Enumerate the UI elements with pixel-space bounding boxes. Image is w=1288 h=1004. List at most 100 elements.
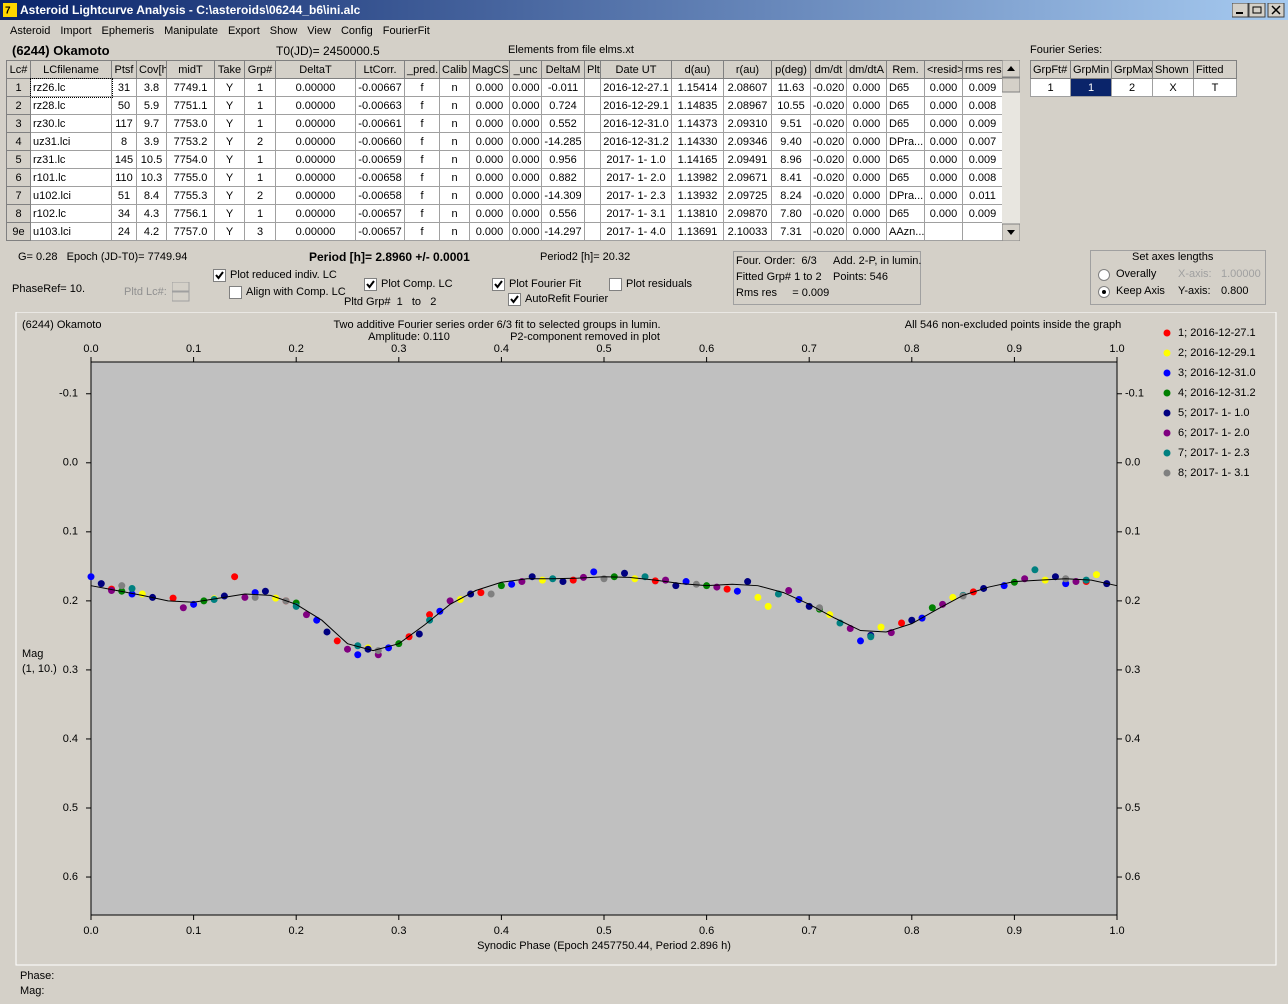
table-cell[interactable]: 8.41 (771, 168, 811, 187)
table-cell[interactable]: 2016-12-31.2 (600, 132, 672, 151)
table-cell[interactable]: 0.882 (541, 168, 585, 187)
table-cell[interactable]: 9e (6, 222, 31, 241)
table-cell[interactable]: 0.000 (846, 150, 887, 169)
table-cell[interactable]: X (1152, 78, 1194, 97)
table-cell[interactable]: 1 (6, 78, 31, 97)
table-cell[interactable]: 0.000 (509, 132, 542, 151)
table-cell[interactable]: Y (214, 114, 245, 133)
menu-item[interactable]: Export (227, 25, 260, 37)
table-cell[interactable]: 2016-12-29.1 (600, 96, 672, 115)
table-cell[interactable]: f (404, 114, 440, 133)
table-cell[interactable]: 0.00000 (275, 78, 356, 97)
table-cell[interactable]: 2.09870 (723, 204, 772, 223)
table-cell[interactable]: 4.3 (136, 204, 167, 223)
menu-item[interactable]: Ephemeris (101, 25, 155, 37)
menu-item[interactable]: Manipulate (164, 25, 218, 37)
table-cell[interactable]: rz30.lc (30, 114, 112, 133)
table-cell[interactable]: 2 (244, 186, 276, 205)
table-cell[interactable]: 7 (6, 186, 31, 205)
table-cell[interactable]: 3 (244, 222, 276, 241)
table-cell[interactable]: 1.14330 (671, 132, 724, 151)
table-cell[interactable]: 9.7 (136, 114, 167, 133)
table-cell[interactable]: 0.724 (541, 96, 585, 115)
table-cell[interactable]: f (404, 78, 440, 97)
table-cell[interactable]: 51 (111, 186, 137, 205)
table-cell[interactable]: n (439, 114, 470, 133)
table-cell[interactable]: 34 (111, 204, 137, 223)
table-cell[interactable]: -0.020 (810, 78, 847, 97)
table-cell[interactable]: Y (214, 132, 245, 151)
table-cell[interactable]: 2016-12-27.1 (600, 78, 672, 97)
table-cell[interactable]: 3 (6, 114, 31, 133)
table-cell[interactable]: 117 (111, 114, 137, 133)
table-cell[interactable]: Y (214, 78, 245, 97)
table-cell[interactable]: 0.011 (962, 186, 1003, 205)
table-cell[interactable]: r101.lc (30, 168, 112, 187)
table-cell[interactable]: f (404, 204, 440, 223)
table-cell[interactable]: 1 (244, 114, 276, 133)
table-cell[interactable]: 31 (111, 78, 137, 97)
table-cell[interactable]: -0.00658 (355, 186, 405, 205)
table-cell[interactable]: -0.00661 (355, 114, 405, 133)
table-cell[interactable]: 4.2 (136, 222, 167, 241)
table-cell[interactable]: -14.297 (541, 222, 585, 241)
table-cell[interactable]: 0.000 (846, 168, 887, 187)
table-cell[interactable]: -14.309 (541, 186, 585, 205)
radio-button[interactable] (1098, 269, 1110, 281)
table-cell[interactable]: 7753.2 (166, 132, 215, 151)
table-cell[interactable] (584, 186, 601, 205)
table-cell[interactable]: f (404, 186, 440, 205)
table-cell[interactable]: f (404, 96, 440, 115)
table-cell[interactable]: 0.000 (509, 96, 542, 115)
table-cell[interactable]: 2 (244, 132, 276, 151)
table-cell[interactable]: Y (214, 96, 245, 115)
table-cell[interactable]: 1 (244, 204, 276, 223)
table-cell[interactable]: -0.020 (810, 114, 847, 133)
table-cell[interactable] (584, 78, 601, 97)
table-cell[interactable]: 2.10033 (723, 222, 772, 241)
table-cell[interactable]: 2.09671 (723, 168, 772, 187)
table-cell[interactable]: 0.000 (469, 204, 510, 223)
table-cell[interactable]: 0.000 (846, 132, 887, 151)
radio-button[interactable] (1098, 286, 1110, 298)
checkbox[interactable] (213, 269, 226, 282)
table-cell[interactable]: -0.00657 (355, 222, 405, 241)
table-cell[interactable]: 24 (111, 222, 137, 241)
table-cell[interactable]: rz26.lc (29, 77, 113, 98)
table-cell[interactable]: -0.00657 (355, 204, 405, 223)
table-cell[interactable]: Y (214, 150, 245, 169)
table-cell[interactable] (584, 168, 601, 187)
table-cell[interactable]: Y (214, 168, 245, 187)
table-cell[interactable]: 0.000 (509, 114, 542, 133)
table-cell[interactable]: D65 (886, 204, 925, 223)
table-cell[interactable]: 0.009 (962, 78, 1003, 97)
lightcurve-table[interactable]: Lc#LCfilenamePtsfCov[h]midTTakeGrp#Delta… (6, 60, 1003, 241)
table-cell[interactable]: f (404, 150, 440, 169)
table-cell[interactable]: -14.285 (541, 132, 585, 151)
table-cell[interactable]: 7.80 (771, 204, 811, 223)
table-cell[interactable]: 8.24 (771, 186, 811, 205)
table-cell[interactable]: 2.09491 (723, 150, 772, 169)
table-cell[interactable]: 0.000 (924, 204, 963, 223)
table-cell[interactable]: 1 (244, 168, 276, 187)
table-cell[interactable]: u102.lci (30, 186, 112, 205)
table-cell[interactable]: 7.31 (771, 222, 811, 241)
table-cell[interactable]: 1.13932 (671, 186, 724, 205)
table-cell[interactable]: 6 (6, 168, 31, 187)
table-cell[interactable]: -0.020 (810, 132, 847, 151)
table-cell[interactable]: 0.009 (962, 114, 1003, 133)
table-cell[interactable]: 1.14835 (671, 96, 724, 115)
table-cell[interactable]: -0.00659 (355, 150, 405, 169)
table-cell[interactable]: n (439, 78, 470, 97)
table-cell[interactable]: 9.51 (771, 114, 811, 133)
table-cell[interactable]: 0.956 (541, 150, 585, 169)
table-cell[interactable] (584, 132, 601, 151)
table-cell[interactable]: rz31.lc (30, 150, 112, 169)
table-cell[interactable]: 10.5 (136, 150, 167, 169)
table-cell[interactable]: uz31.lci (30, 132, 112, 151)
table-cell[interactable]: 1.13982 (671, 168, 724, 187)
table-cell[interactable]: 0.000 (509, 78, 542, 97)
table-cell[interactable]: 3.9 (136, 132, 167, 151)
table-cell[interactable]: 0.009 (962, 204, 1003, 223)
fourier-table[interactable]: GrpFt# GrpMin GrpMax Shown Fitted 1 1 2 X T (1030, 60, 1237, 97)
